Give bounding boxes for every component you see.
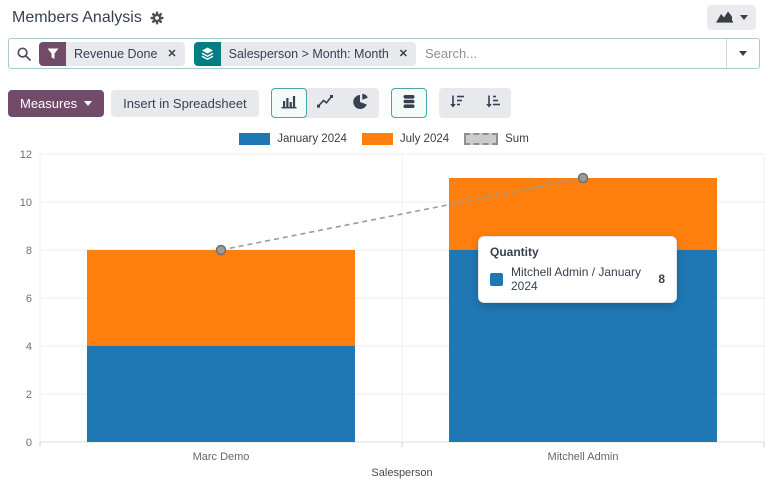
svg-text:8: 8 xyxy=(26,245,32,257)
stack-icon xyxy=(400,93,418,113)
layers-icon xyxy=(193,41,221,66)
page-title: Members Analysis xyxy=(12,8,142,26)
toolbar: Measures Insert in Spreadsheet xyxy=(0,88,768,118)
facet-label: Salesperson > Month: Month xyxy=(228,46,389,61)
sort-ascending-button[interactable] xyxy=(475,88,511,118)
header: Members Analysis xyxy=(0,0,768,33)
legend-label: Sum xyxy=(505,133,529,145)
chevron-down-icon xyxy=(739,51,747,56)
stacked-bar-chart[interactable]: 0 2 4 6 8 10 12 Marc Demo Mitchell Admin Salesper… xyxy=(0,149,768,482)
legend-swatch xyxy=(361,133,393,145)
search-options-toggle[interactable] xyxy=(726,39,759,68)
legend-item[interactable]: Sum xyxy=(464,133,529,145)
series-color-swatch xyxy=(490,272,503,286)
svg-text:Marc Demo: Marc Demo xyxy=(193,451,250,463)
facet-remove-icon[interactable]: ✕ xyxy=(398,48,409,60)
filter-icon xyxy=(39,41,66,66)
tooltip-value: 8 xyxy=(658,272,665,286)
tooltip-label: Mitchell Admin / January 2024 xyxy=(511,265,642,293)
search-input[interactable] xyxy=(425,46,726,61)
legend-label: July 2024 xyxy=(399,133,450,145)
measures-label: Measures xyxy=(20,95,78,111)
chart-section: January 2024 July 2024 Sum 0 2 4 6 8 10 12 Marc D… xyxy=(0,129,768,482)
svg-text:Mitchell Admin: Mitchell Admin xyxy=(548,451,619,463)
legend-item[interactable]: July 2024 xyxy=(361,133,450,145)
pie-chart-button[interactable] xyxy=(343,88,379,118)
svg-text:Salesperson: Salesperson xyxy=(371,467,432,479)
tooltip-row: Mitchell Admin / January 2024 8 xyxy=(490,265,665,293)
line-chart-icon xyxy=(316,93,334,113)
stacked-group xyxy=(390,88,427,118)
svg-text:0: 0 xyxy=(26,437,32,449)
sort-descending-button[interactable] xyxy=(439,88,475,118)
legend-swatch xyxy=(464,133,499,145)
chevron-down-icon xyxy=(740,15,748,20)
bar-chart-button[interactable] xyxy=(270,88,307,118)
gear-icon[interactable] xyxy=(150,11,164,25)
facet-remove-icon[interactable]: ✕ xyxy=(167,48,177,60)
legend-item[interactable]: January 2024 xyxy=(239,133,347,145)
insert-in-spreadsheet-button[interactable]: Insert in Spreadsheet xyxy=(111,89,259,117)
bar-chart-icon xyxy=(280,93,298,113)
search-icon xyxy=(16,46,32,62)
legend-swatch xyxy=(239,133,271,145)
search-bar: Revenue Done ✕ Salesperson > Month: Mont… xyxy=(8,38,760,69)
chart-type-group xyxy=(270,88,379,118)
chart-legend: January 2024 July 2024 Sum xyxy=(0,129,768,149)
facet-label: Revenue Done xyxy=(74,46,158,61)
sort-ascending-icon xyxy=(484,93,502,113)
chevron-down-icon xyxy=(84,100,93,106)
line-chart-button[interactable] xyxy=(307,88,343,118)
pie-chart-icon xyxy=(352,93,370,113)
svg-text:12: 12 xyxy=(20,149,32,161)
svg-text:2: 2 xyxy=(26,389,32,401)
view-switcher-button[interactable] xyxy=(707,5,756,30)
tooltip-title: Quantity xyxy=(490,245,539,259)
sort-group xyxy=(438,88,511,118)
facet-groupby-salesperson-month[interactable]: Salesperson > Month: Month ✕ xyxy=(193,41,417,66)
sort-descending-icon xyxy=(448,93,466,113)
chart-tooltip: Quantity Mitchell Admin / January 2024 8 xyxy=(478,236,677,303)
svg-text:6: 6 xyxy=(26,293,32,305)
legend-label: January 2024 xyxy=(277,133,347,145)
svg-text:10: 10 xyxy=(20,197,32,209)
stacked-toggle-button[interactable] xyxy=(390,88,427,118)
svg-text:4: 4 xyxy=(26,341,32,353)
measures-button[interactable]: Measures xyxy=(8,89,105,117)
facet-filter-revenue-done[interactable]: Revenue Done ✕ xyxy=(39,41,185,66)
area-chart-icon xyxy=(715,9,735,27)
